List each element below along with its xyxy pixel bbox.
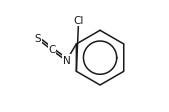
Text: Cl: Cl: [73, 16, 84, 26]
Text: N: N: [63, 55, 71, 65]
Text: C: C: [48, 44, 55, 54]
Text: S: S: [34, 33, 41, 43]
